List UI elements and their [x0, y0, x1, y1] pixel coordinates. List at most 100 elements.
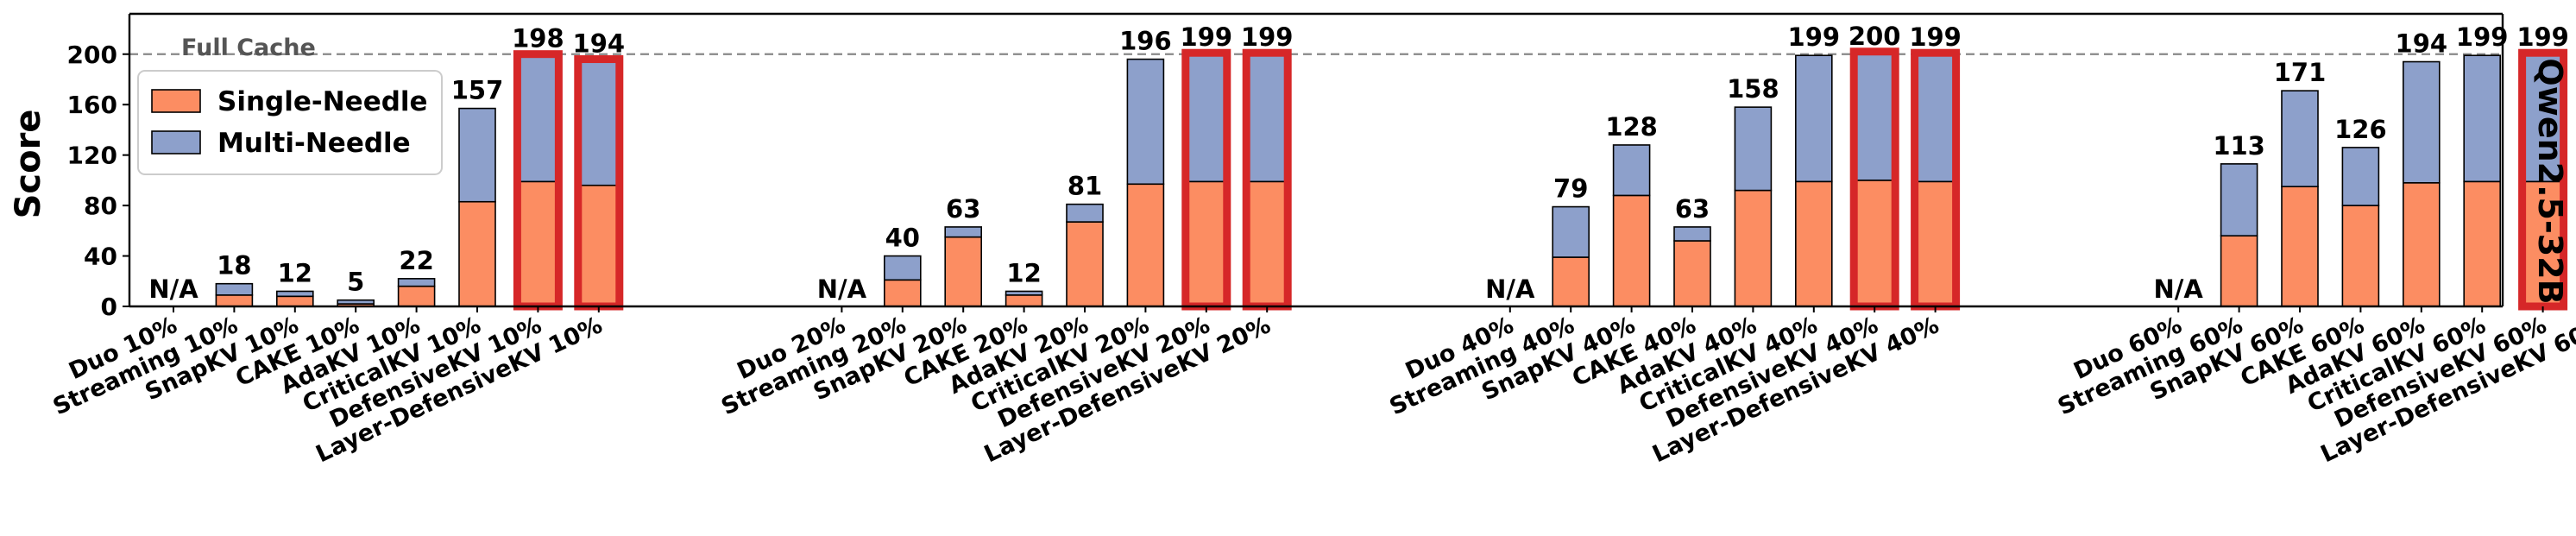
- bar-multi-needle: [1552, 205, 1590, 258]
- bar-multi-needle: [397, 278, 436, 287]
- bar-multi-needle: [2341, 147, 2380, 206]
- y-tick-label: 120: [67, 142, 117, 170]
- y-tick-label: 80: [84, 192, 117, 220]
- bar-value-label: 199: [1241, 22, 1294, 52]
- bar-multi-needle: [1795, 54, 1833, 183]
- legend-entry: Single-Needle: [217, 86, 428, 117]
- bar-single-needle: [2281, 186, 2319, 307]
- legend-swatch: [151, 130, 201, 154]
- bar-single-needle: [458, 200, 496, 307]
- bar-single-needle: [1126, 183, 1165, 307]
- bar-single-needle: [2341, 205, 2380, 307]
- bar-multi-needle: [2220, 163, 2258, 236]
- bar-value-label: 194: [573, 29, 626, 59]
- legend: Single-Needle Multi-Needle: [137, 70, 443, 175]
- bar-value-label: 113: [2213, 131, 2265, 161]
- bar-single-needle: [519, 180, 557, 307]
- bar-single-needle: [1855, 180, 1893, 307]
- y-axis-label: Score: [9, 110, 48, 219]
- bar-multi-needle: [2463, 54, 2501, 183]
- bar-single-needle: [2220, 235, 2258, 307]
- bar-multi-needle: [2281, 90, 2319, 187]
- bar-multi-needle: [2403, 60, 2441, 184]
- bar-value-label: 18: [217, 251, 251, 281]
- bar-single-needle: [579, 184, 618, 307]
- legend-swatch: [151, 89, 201, 113]
- bar-single-needle: [397, 285, 436, 307]
- bar-single-needle: [1795, 180, 1833, 307]
- bar-multi-needle: [1916, 54, 1955, 183]
- bar-multi-needle: [1248, 54, 1286, 183]
- bar-multi-needle: [1005, 290, 1043, 296]
- bar-single-needle: [1612, 194, 1651, 307]
- bar-single-needle: [1552, 256, 1590, 307]
- bar-single-needle: [1673, 240, 1711, 307]
- bar-single-needle: [1005, 294, 1043, 307]
- bar-multi-needle: [215, 282, 254, 296]
- bar-value-label: 199: [1788, 22, 1841, 52]
- bar-value-label: 128: [1605, 112, 1658, 142]
- bar-single-needle: [944, 236, 982, 307]
- bar-value-label: N/A: [148, 274, 198, 304]
- bar-value-label: 81: [1068, 172, 1102, 201]
- full-cache-label: Full Cache: [181, 35, 316, 61]
- bar-single-needle: [215, 294, 254, 307]
- bar-value-label: 12: [1006, 258, 1041, 287]
- bar-value-label: 22: [399, 246, 433, 275]
- bar-multi-needle: [944, 226, 982, 238]
- bar-multi-needle: [884, 255, 922, 281]
- bar-value-label: 40: [885, 224, 920, 253]
- y-tick-label: 160: [67, 91, 117, 119]
- bar-single-needle: [1916, 180, 1955, 307]
- bar-value-label: 198: [512, 24, 564, 54]
- bar-single-needle: [2463, 180, 2501, 307]
- bar-value-label: 200: [1849, 22, 1901, 51]
- bar-multi-needle: [1612, 144, 1651, 197]
- bar-multi-needle: [1673, 226, 1711, 242]
- bar-value-label: 171: [2274, 58, 2327, 87]
- bar-value-label: 199: [1181, 22, 1233, 52]
- bar-value-label: 12: [278, 258, 312, 287]
- bar-single-needle: [2403, 182, 2441, 307]
- bar-multi-needle: [2523, 54, 2562, 183]
- bar-value-label: 199: [1909, 22, 1962, 52]
- legend-entry: Multi-Needle: [217, 128, 411, 159]
- bar-single-needle: [1066, 221, 1104, 307]
- bar-value-label: 196: [1119, 27, 1172, 56]
- bar-value-label: N/A: [1485, 274, 1535, 304]
- bar-value-label: 157: [451, 76, 504, 105]
- bar-multi-needle: [1855, 53, 1893, 181]
- y-tick-label: 0: [101, 293, 117, 321]
- bar-single-needle: [1734, 189, 1773, 307]
- bar-value-label: 158: [1727, 74, 1779, 104]
- bar-value-label: 199: [2456, 22, 2509, 52]
- bar-multi-needle: [1187, 54, 1225, 183]
- bar-value-label: 199: [2516, 22, 2569, 52]
- bar-value-label: 194: [2396, 29, 2448, 59]
- y-tick-label: 40: [84, 243, 117, 271]
- bar-multi-needle: [275, 290, 314, 298]
- bar-value-label: 63: [1675, 194, 1710, 224]
- bar-multi-needle: [519, 55, 557, 183]
- bar-multi-needle: [1734, 106, 1773, 192]
- bar-multi-needle: [337, 299, 375, 305]
- bar-value-label: 5: [347, 268, 364, 297]
- bar-multi-needle: [458, 107, 496, 203]
- bars-layer: [215, 47, 2568, 311]
- legend-box: [137, 70, 443, 175]
- bar-value-label: 63: [946, 194, 980, 224]
- bar-value-label: 79: [1553, 174, 1588, 204]
- y-tick-label: 200: [67, 41, 117, 69]
- bar-value-label: N/A: [817, 274, 867, 304]
- side-model-title: Qwen2.5-32B: [2531, 58, 2569, 304]
- bar-multi-needle: [1126, 58, 1165, 186]
- bar-multi-needle: [1066, 203, 1104, 223]
- bar-single-needle: [1248, 180, 1286, 307]
- bar-single-needle: [1187, 180, 1225, 307]
- bar-single-needle: [884, 279, 922, 307]
- bar-single-needle: [275, 295, 314, 307]
- bar-multi-needle: [579, 60, 618, 186]
- bar-value-label: 126: [2334, 115, 2387, 144]
